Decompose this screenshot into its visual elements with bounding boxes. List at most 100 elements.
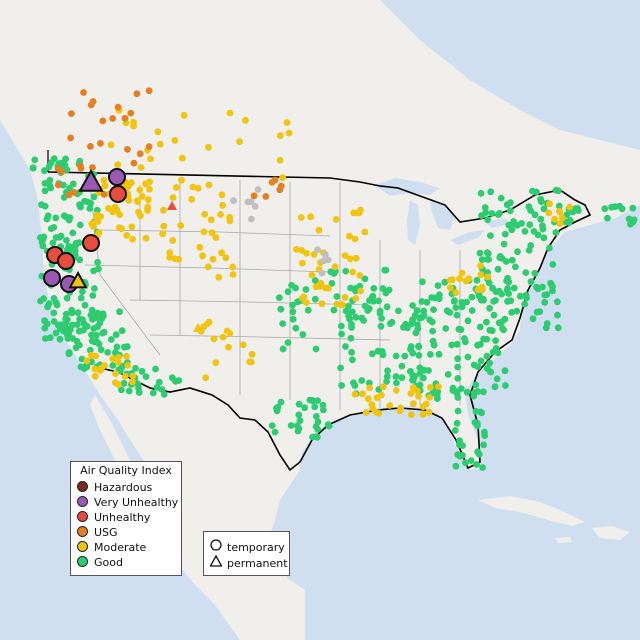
station-marker: [458, 269, 466, 277]
station-marker: [566, 203, 573, 211]
station-marker: [120, 379, 128, 387]
station-marker: [463, 388, 471, 396]
station-marker: [308, 271, 316, 279]
station-marker: [55, 160, 63, 167]
station-marker: [276, 186, 284, 194]
station-marker: [207, 216, 215, 224]
station-marker: [499, 325, 506, 332]
station-marker: [423, 298, 431, 306]
station-marker: [226, 109, 234, 117]
station-marker: [172, 184, 180, 191]
station-marker: [463, 298, 470, 306]
station-marker: [351, 382, 359, 389]
station-marker: [31, 156, 39, 164]
station-marker: [392, 373, 400, 380]
station-marker: [551, 215, 558, 223]
station-marker: [118, 327, 126, 335]
station-marker: [239, 341, 247, 349]
station-marker: [105, 204, 112, 212]
station-marker: [92, 331, 100, 339]
station-marker: [43, 320, 51, 328]
station-marker: [496, 254, 504, 261]
station-marker: [546, 200, 553, 208]
station-marker: [242, 116, 249, 124]
station-marker: [64, 326, 72, 334]
station-marker: [89, 292, 97, 299]
station-marker: [154, 128, 162, 136]
station-marker: [134, 380, 142, 388]
station-marker: [129, 378, 136, 386]
station-marker: [317, 279, 325, 287]
station-marker: [547, 279, 554, 287]
station-marker: [159, 230, 167, 238]
station-marker: [395, 307, 402, 315]
permanent-station-marker: [193, 323, 203, 332]
station-marker: [86, 205, 94, 212]
station-marker: [531, 269, 539, 277]
station-marker: [452, 304, 460, 311]
station-marker: [364, 307, 372, 314]
station-marker: [130, 159, 138, 167]
station-marker: [446, 284, 454, 292]
station-marker: [77, 363, 85, 371]
station-marker: [287, 422, 295, 429]
station-marker: [464, 317, 472, 325]
station-marker: [218, 249, 226, 257]
station-marker: [601, 205, 609, 213]
station-marker: [396, 407, 404, 415]
legend-marker-unhealthy: [77, 511, 88, 522]
station-marker: [453, 340, 461, 348]
station-marker: [279, 320, 287, 327]
station-marker: [65, 349, 73, 356]
station-marker: [337, 364, 344, 372]
station-marker: [129, 235, 137, 243]
highlight-station-marker: [82, 234, 100, 252]
station-marker: [273, 407, 281, 415]
station-marker: [566, 217, 574, 224]
station-marker: [295, 400, 303, 408]
station-marker: [342, 267, 350, 275]
station-marker: [418, 298, 426, 305]
station-marker: [505, 278, 513, 286]
station-marker: [498, 290, 505, 298]
station-marker: [86, 346, 94, 354]
station-marker: [482, 209, 489, 217]
station-marker: [200, 228, 208, 236]
legend-marker-usg: [77, 526, 88, 537]
station-marker: [130, 122, 138, 130]
station-marker: [370, 285, 378, 292]
station-marker: [361, 228, 369, 236]
station-marker: [254, 186, 262, 193]
station-marker: [425, 408, 433, 416]
station-marker: [302, 286, 310, 293]
station-marker: [487, 368, 495, 376]
station-marker: [60, 212, 68, 220]
station-marker: [372, 408, 380, 416]
station-marker: [342, 343, 349, 350]
station-marker: [169, 237, 177, 244]
station-marker: [88, 306, 96, 314]
station-marker: [521, 228, 529, 235]
station-marker: [90, 267, 97, 275]
station-marker: [453, 311, 461, 319]
station-marker: [107, 141, 115, 149]
station-marker: [194, 184, 202, 192]
station-marker: [219, 333, 227, 341]
station-marker: [348, 324, 355, 331]
station-marker: [435, 383, 442, 390]
station-marker: [407, 390, 415, 397]
station-marker: [415, 352, 423, 359]
legend-label: Very Unhealthy: [94, 496, 179, 509]
station-marker: [533, 308, 541, 316]
station-marker: [50, 295, 58, 302]
station-marker: [92, 352, 100, 360]
station-marker: [378, 315, 385, 322]
station-marker: [219, 201, 227, 209]
station-marker: [114, 359, 122, 366]
station-marker: [407, 343, 415, 350]
station-marker: [277, 398, 285, 406]
station-marker: [298, 247, 306, 254]
station-marker: [299, 294, 306, 302]
station-marker: [314, 418, 322, 426]
station-marker: [426, 394, 433, 401]
